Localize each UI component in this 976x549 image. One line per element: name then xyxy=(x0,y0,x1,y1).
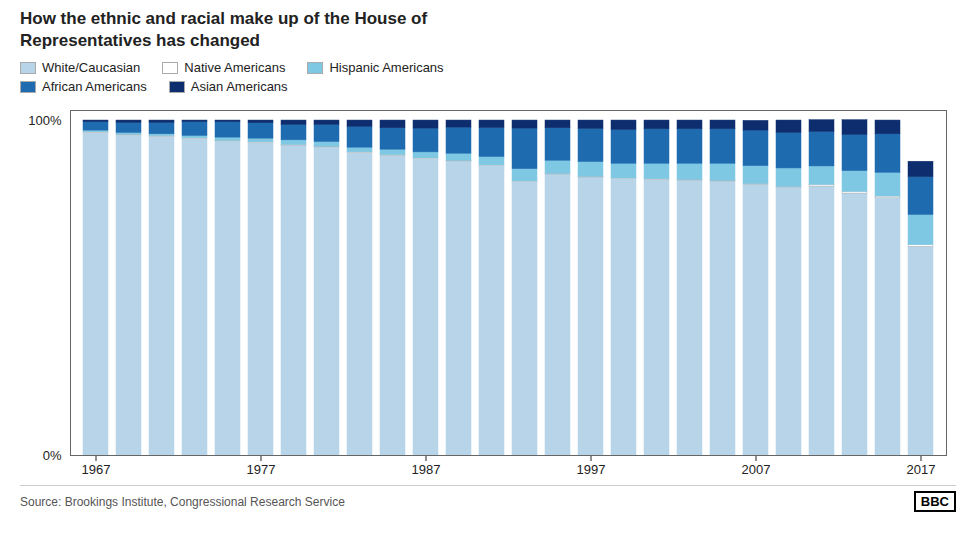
html-text:White/Caucasian: White/Caucasian xyxy=(42,60,141,76)
html-text:BBC: BBC xyxy=(920,494,949,510)
html-text:Hispanic Americans: Hispanic Americans xyxy=(329,60,444,76)
html-text:Native Americans: Native Americans xyxy=(184,60,286,76)
svg-text:1967: 1967 xyxy=(82,462,111,477)
html-text:African Americans: African Americans xyxy=(42,79,147,95)
svg-text:0%: 0% xyxy=(43,448,62,463)
svg-text:1987: 1987 xyxy=(412,462,441,477)
html-text:Asian Americans: Asian Americans xyxy=(190,79,288,95)
svg-text:2017: 2017 xyxy=(907,462,936,477)
html-text:Source: Brookings Institute, C: Source: Brookings Institute, Congression… xyxy=(20,494,345,509)
html-text:How the ethnic and racial make: How the ethnic and racial make up of the… xyxy=(20,9,428,51)
svg-text:1997: 1997 xyxy=(577,462,606,477)
svg-text:100%: 100% xyxy=(28,113,62,128)
svg-text:2007: 2007 xyxy=(742,462,771,477)
svg-text:1977: 1977 xyxy=(247,462,276,477)
